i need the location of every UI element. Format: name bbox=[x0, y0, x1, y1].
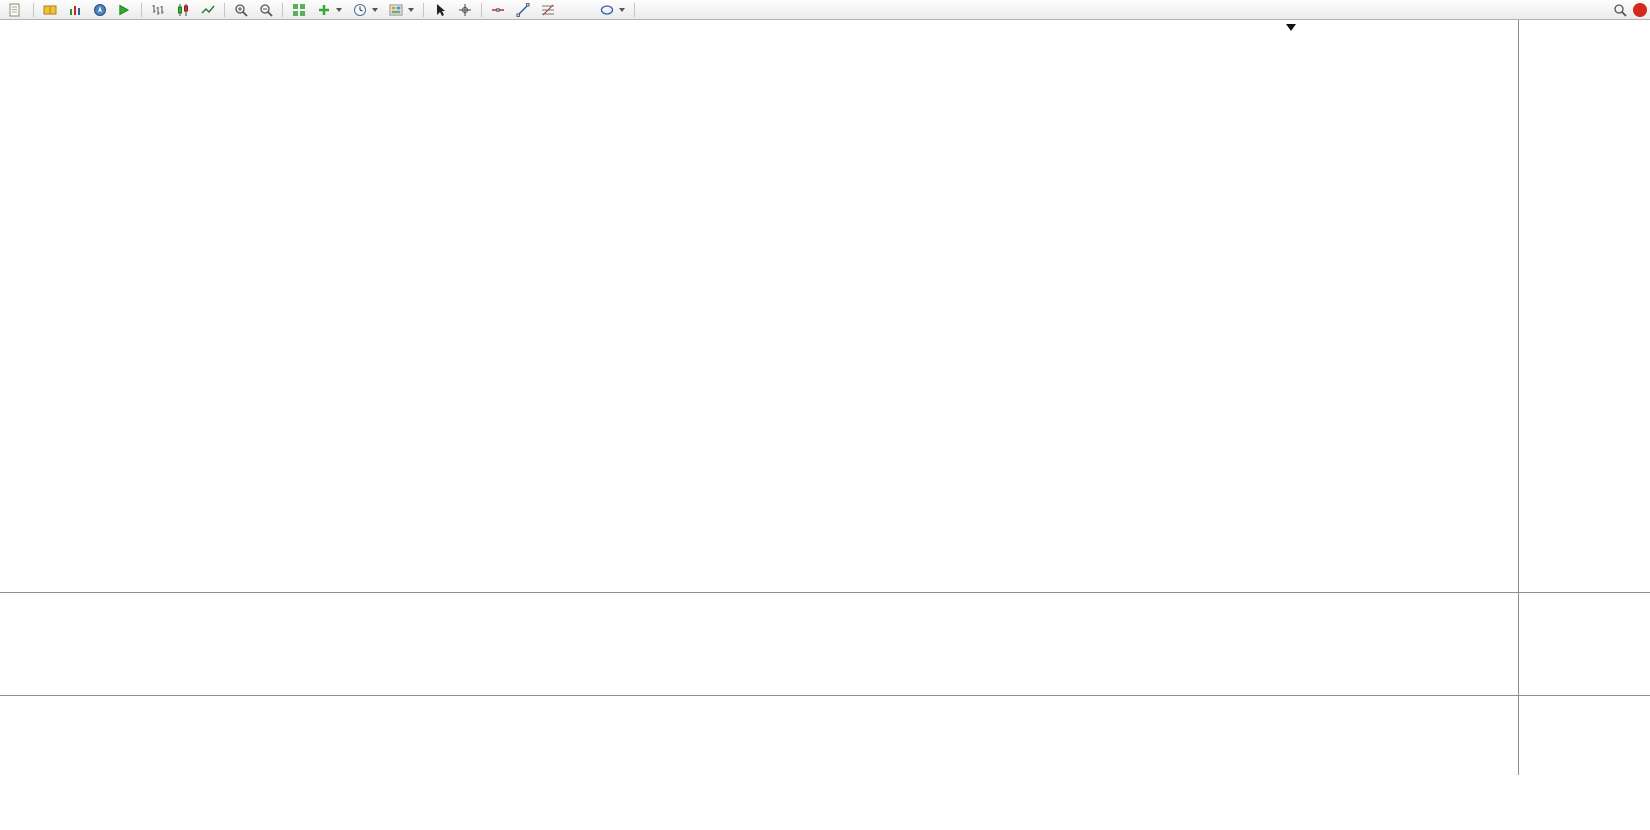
text-button[interactable] bbox=[561, 1, 577, 19]
chevron-down-icon bbox=[408, 7, 414, 12]
zoom-out-icon bbox=[260, 3, 273, 17]
zoom-in-button[interactable] bbox=[229, 1, 253, 19]
indicators-button[interactable] bbox=[312, 1, 347, 19]
chevron-down-icon bbox=[336, 7, 342, 12]
candlestick-icon bbox=[178, 3, 188, 16]
templates-button[interactable] bbox=[384, 1, 419, 19]
chart-window bbox=[0, 20, 1650, 795]
label-button[interactable] bbox=[578, 1, 594, 19]
periods-button[interactable] bbox=[348, 1, 383, 19]
market-watch-button[interactable] bbox=[63, 1, 87, 19]
toolbar-separator bbox=[33, 2, 34, 17]
clock-icon bbox=[354, 3, 366, 16]
new-order-icon bbox=[9, 3, 20, 16]
candlestick-button[interactable] bbox=[171, 1, 195, 19]
line-chart-button[interactable] bbox=[196, 1, 220, 19]
zoom-out-button[interactable] bbox=[254, 1, 278, 19]
chart-shift-marker[interactable] bbox=[1286, 24, 1296, 31]
trendline-button[interactable] bbox=[511, 1, 535, 19]
zoom-in-icon bbox=[235, 3, 248, 17]
macd-panel-divider[interactable] bbox=[0, 592, 1650, 593]
bar-chart-icon bbox=[152, 4, 164, 15]
toolbar-separator bbox=[634, 2, 635, 17]
navigator-button[interactable] bbox=[88, 1, 112, 19]
templates-icon bbox=[389, 4, 403, 15]
tile-windows-icon bbox=[293, 3, 305, 16]
horizontal-line-icon bbox=[492, 7, 504, 12]
indicators-plus-icon bbox=[319, 4, 329, 15]
new-order-button[interactable] bbox=[3, 1, 29, 19]
search-icon bbox=[1614, 3, 1627, 17]
search-button[interactable] bbox=[1608, 1, 1632, 19]
crosshair-icon bbox=[459, 3, 471, 16]
cursor-button[interactable] bbox=[428, 1, 452, 19]
toolbar-separator bbox=[282, 2, 283, 17]
crosshair-button[interactable] bbox=[453, 1, 477, 19]
macd-canvas[interactable] bbox=[0, 592, 1518, 695]
toolbar-separator bbox=[481, 2, 482, 17]
autotrading-button[interactable] bbox=[113, 1, 137, 19]
shapes-button[interactable] bbox=[595, 1, 630, 19]
rsi-panel-divider[interactable] bbox=[0, 695, 1650, 696]
cursor-icon bbox=[437, 3, 445, 16]
fibonacci-icon bbox=[542, 4, 554, 15]
main-chart-canvas[interactable] bbox=[0, 20, 1518, 592]
time-axis[interactable] bbox=[0, 775, 1650, 795]
trendline-icon bbox=[516, 2, 530, 17]
toolbar bbox=[0, 0, 1650, 20]
toolbar-separator bbox=[141, 2, 142, 17]
chevron-down-icon bbox=[619, 7, 625, 12]
fibonacci-button[interactable] bbox=[536, 1, 560, 19]
horizontal-line-button[interactable] bbox=[486, 1, 510, 19]
metaeditor-button[interactable] bbox=[38, 1, 62, 19]
shapes-icon bbox=[600, 4, 614, 15]
metaeditor-icon bbox=[43, 5, 57, 14]
market-watch-icon bbox=[70, 5, 80, 15]
bar-chart-button[interactable] bbox=[146, 1, 170, 19]
chevron-down-icon bbox=[372, 7, 378, 12]
price-axis[interactable] bbox=[1518, 20, 1650, 775]
rsi-canvas[interactable] bbox=[0, 695, 1518, 775]
toolbar-separator bbox=[423, 2, 424, 17]
chart-title bbox=[6, 26, 9, 37]
navigator-icon bbox=[94, 3, 106, 16]
autotrading-play-icon bbox=[119, 4, 129, 15]
toolbar-separator bbox=[224, 2, 225, 17]
line-chart-icon bbox=[201, 5, 215, 14]
tile-windows-button[interactable] bbox=[287, 1, 311, 19]
notifications-badge[interactable] bbox=[1633, 2, 1647, 17]
